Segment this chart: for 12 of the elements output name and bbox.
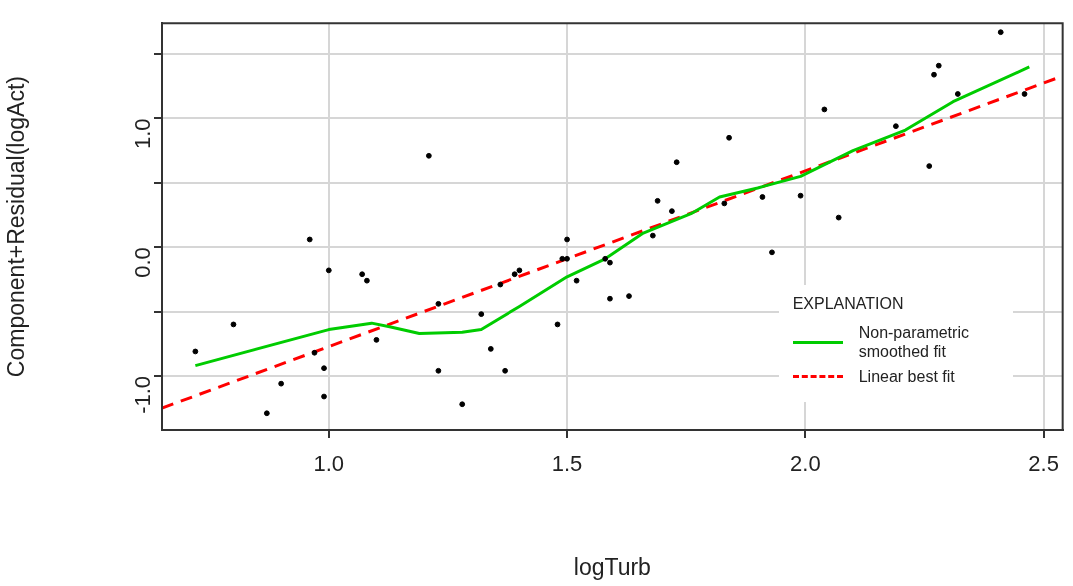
x-tick-label: 1.5 bbox=[551, 451, 583, 477]
legend-title: EXPLANATION bbox=[792, 295, 905, 313]
y-tick-label: 1.0 bbox=[130, 118, 156, 150]
x-tick-label: 2.0 bbox=[790, 451, 821, 477]
y-tick-label: 0.0 bbox=[130, 247, 156, 278]
x-tick-label: 1.0 bbox=[313, 451, 345, 477]
legend-label: Non-parametric smoothed fit bbox=[858, 323, 970, 361]
x-axis-title: logTurb bbox=[573, 553, 651, 580]
y-axis-title: Component+Residual(logAct) bbox=[3, 76, 30, 378]
legend-label: Linear best fit bbox=[858, 367, 956, 386]
y-tick-label: -1.0 bbox=[130, 375, 156, 414]
x-tick-label: 2.5 bbox=[1028, 451, 1059, 477]
